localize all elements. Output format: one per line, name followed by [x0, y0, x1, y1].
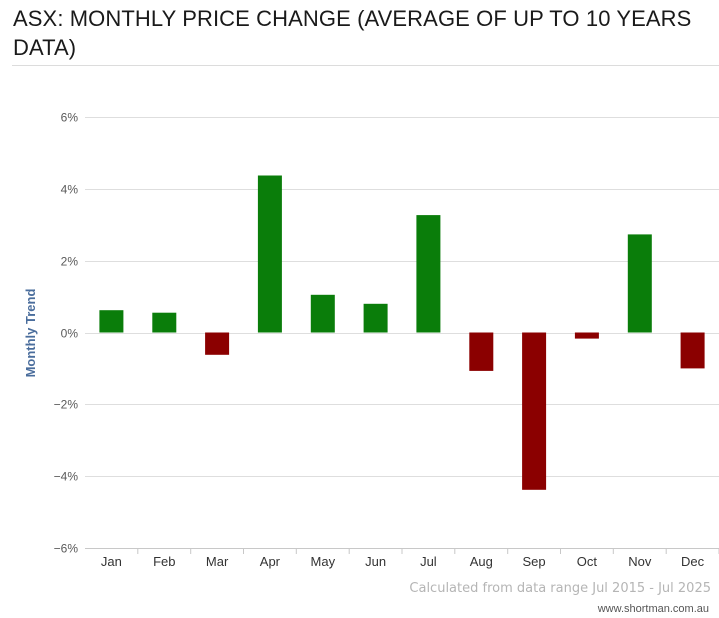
bar-feb	[152, 312, 177, 333]
x-axis-ticks: Jan Feb Mar Apr May Jun Jul Aug Sep Oct Nov Dec	[101, 548, 719, 569]
bar-nov	[627, 234, 652, 333]
bar-mar	[205, 332, 230, 355]
bar-jul	[416, 215, 441, 333]
bar-sep	[522, 332, 547, 490]
y-tick-label: −4%	[54, 470, 79, 484]
bar-oct	[574, 332, 599, 339]
gridlines	[85, 117, 719, 549]
y-tick-label: 6%	[61, 111, 79, 125]
y-tick-label: −6%	[54, 542, 79, 556]
x-tick-label: Mar	[206, 554, 229, 569]
bar-apr	[257, 175, 282, 333]
source-credit: www.shortman.com.au	[597, 603, 709, 615]
x-tick-label: Apr	[260, 554, 281, 569]
x-tick-label: Feb	[153, 554, 175, 569]
y-axis-ticks: 6% 4% 2% 0% −2% −4% −6%	[54, 111, 79, 556]
x-tick-label: Aug	[470, 554, 493, 569]
x-tick-label: May	[311, 554, 336, 569]
y-tick-label: 4%	[61, 183, 79, 197]
y-axis-title: Monthly Trend	[23, 289, 38, 378]
bar-jan	[99, 310, 124, 333]
y-tick-label: 0%	[61, 327, 79, 341]
y-tick-label: 2%	[61, 255, 79, 269]
bar-jun	[363, 303, 388, 333]
x-tick-label: Jul	[420, 554, 437, 569]
x-tick-label: Sep	[523, 554, 546, 569]
chart-title: ASX: MONTHLY PRICE CHANGE (AVERAGE OF UP…	[13, 6, 692, 60]
x-tick-label: Jun	[365, 554, 386, 569]
bar-may	[310, 294, 335, 333]
x-tick-label: Dec	[681, 554, 705, 569]
bars	[99, 175, 705, 490]
bar-aug	[469, 332, 494, 371]
title-divider	[12, 65, 719, 66]
x-tick-label: Nov	[628, 554, 652, 569]
x-tick-label: Jan	[101, 554, 122, 569]
bar-dec	[680, 332, 705, 369]
data-range-caption: Calculated from data range Jul 2015 - Ju…	[409, 581, 711, 596]
x-tick-label: Oct	[577, 554, 598, 569]
y-tick-label: −2%	[54, 398, 79, 412]
